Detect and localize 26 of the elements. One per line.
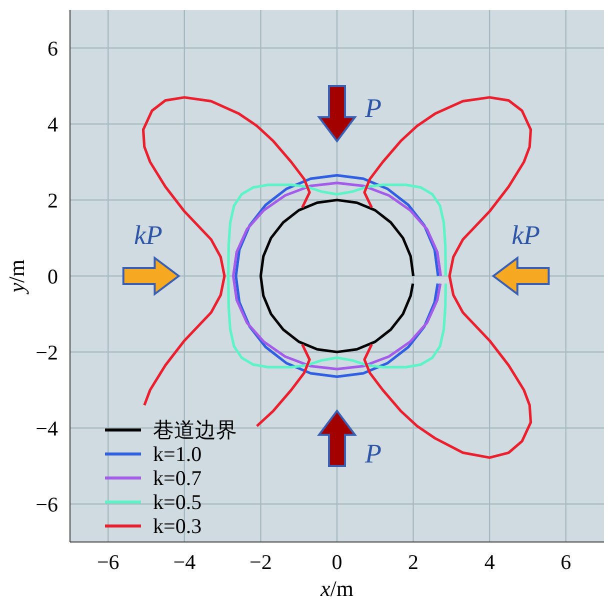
legend-label: k=0.7 <box>153 466 202 490</box>
y-tick-label: 0 <box>48 264 58 288</box>
x-tick-label: 4 <box>484 550 496 574</box>
y-tick-label: −6 <box>36 492 58 516</box>
y-axis-title: y/m <box>4 260 29 294</box>
y-tick-label: 4 <box>48 112 58 136</box>
x-tick-label: 6 <box>560 550 572 574</box>
y-tick-label: 6 <box>48 36 58 60</box>
y-tick-label: −4 <box>36 416 58 440</box>
x-axis-title: x/m <box>320 576 354 601</box>
x-tick-label: 2 <box>408 550 419 574</box>
x-tick-label: −4 <box>173 550 196 574</box>
x-tick-label: −2 <box>250 550 272 574</box>
annotation: P <box>364 92 382 123</box>
line-series <box>259 198 415 354</box>
legend-label: k=1.0 <box>153 442 202 466</box>
y-tick-label: −2 <box>36 340 58 364</box>
annotation: kP <box>134 220 162 250</box>
x-tick-label: 0 <box>332 550 342 574</box>
y-tick-label: 2 <box>48 188 58 212</box>
legend-label: k=0.3 <box>153 514 202 538</box>
legend-label: k=0.5 <box>153 490 202 514</box>
x-tick-label: −6 <box>96 550 120 574</box>
legend-label: 巷道边界 <box>153 418 237 442</box>
annotation: P <box>364 438 382 469</box>
annotation: kP <box>512 220 540 250</box>
